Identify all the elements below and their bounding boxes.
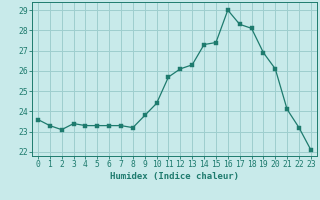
X-axis label: Humidex (Indice chaleur): Humidex (Indice chaleur) [110,172,239,181]
